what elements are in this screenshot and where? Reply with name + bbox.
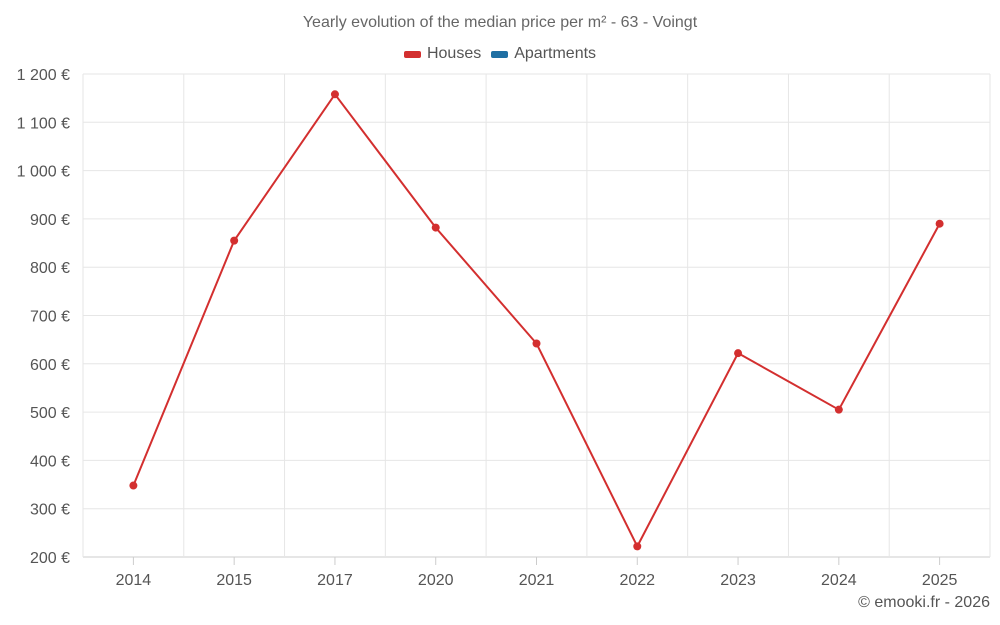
data-point [935,219,944,228]
data-point [230,236,239,245]
series-line-houses [132,92,941,549]
x-tick-label: 2021 [519,572,555,589]
x-tick-label: 2014 [116,572,152,589]
x-tick-label: 2024 [821,572,857,589]
grid-layer [82,73,991,558]
axis-layer: 200 € 300 € 400 € 500 € 600 € 700 € 800 € 900 €… [17,67,958,589]
legend-swatch-houses [403,50,421,58]
y-tick-label: 600 € [30,357,70,374]
legend-item-houses[interactable]: Houses [403,45,482,63]
x-tick-label: 2020 [418,572,454,589]
x-tick-label: 2017 [317,572,353,589]
legend: Houses Apartments [0,45,1000,63]
data-point [734,349,743,358]
data-point [330,90,339,99]
data-point [532,339,541,348]
y-tick-label: 300 € [30,502,70,519]
data-point [633,542,642,551]
legend-swatch-apartments [491,50,509,58]
legend-label-houses: Houses [426,45,482,62]
legend-item-apartments[interactable]: Apartments [491,45,596,63]
legend-label-apartments: Apartments [514,45,597,62]
y-tick-label: 1 000 € [17,164,70,181]
data-point [834,405,843,414]
x-tick-label: 2025 [922,572,958,589]
x-tick-label: 2023 [720,572,756,589]
x-tick-label: 2015 [216,572,252,589]
y-tick-label: 1 200 € [17,67,70,84]
y-tick-label: 400 € [30,453,70,470]
data-point [431,223,440,232]
y-tick-label: 1 100 € [17,115,70,132]
chart-title: Yearly evolution of the median price per… [302,14,698,31]
y-tick-label: 500 € [30,405,70,422]
y-tick-label: 800 € [30,260,70,277]
y-tick-label: 200 € [30,550,70,567]
credit-text: © emooki.fr - 2026 [858,594,990,611]
y-tick-label: 700 € [30,309,70,326]
x-tick-label: 2022 [619,572,655,589]
data-point [129,481,138,490]
series-layer [129,90,944,551]
y-tick-label: 900 € [30,212,70,229]
